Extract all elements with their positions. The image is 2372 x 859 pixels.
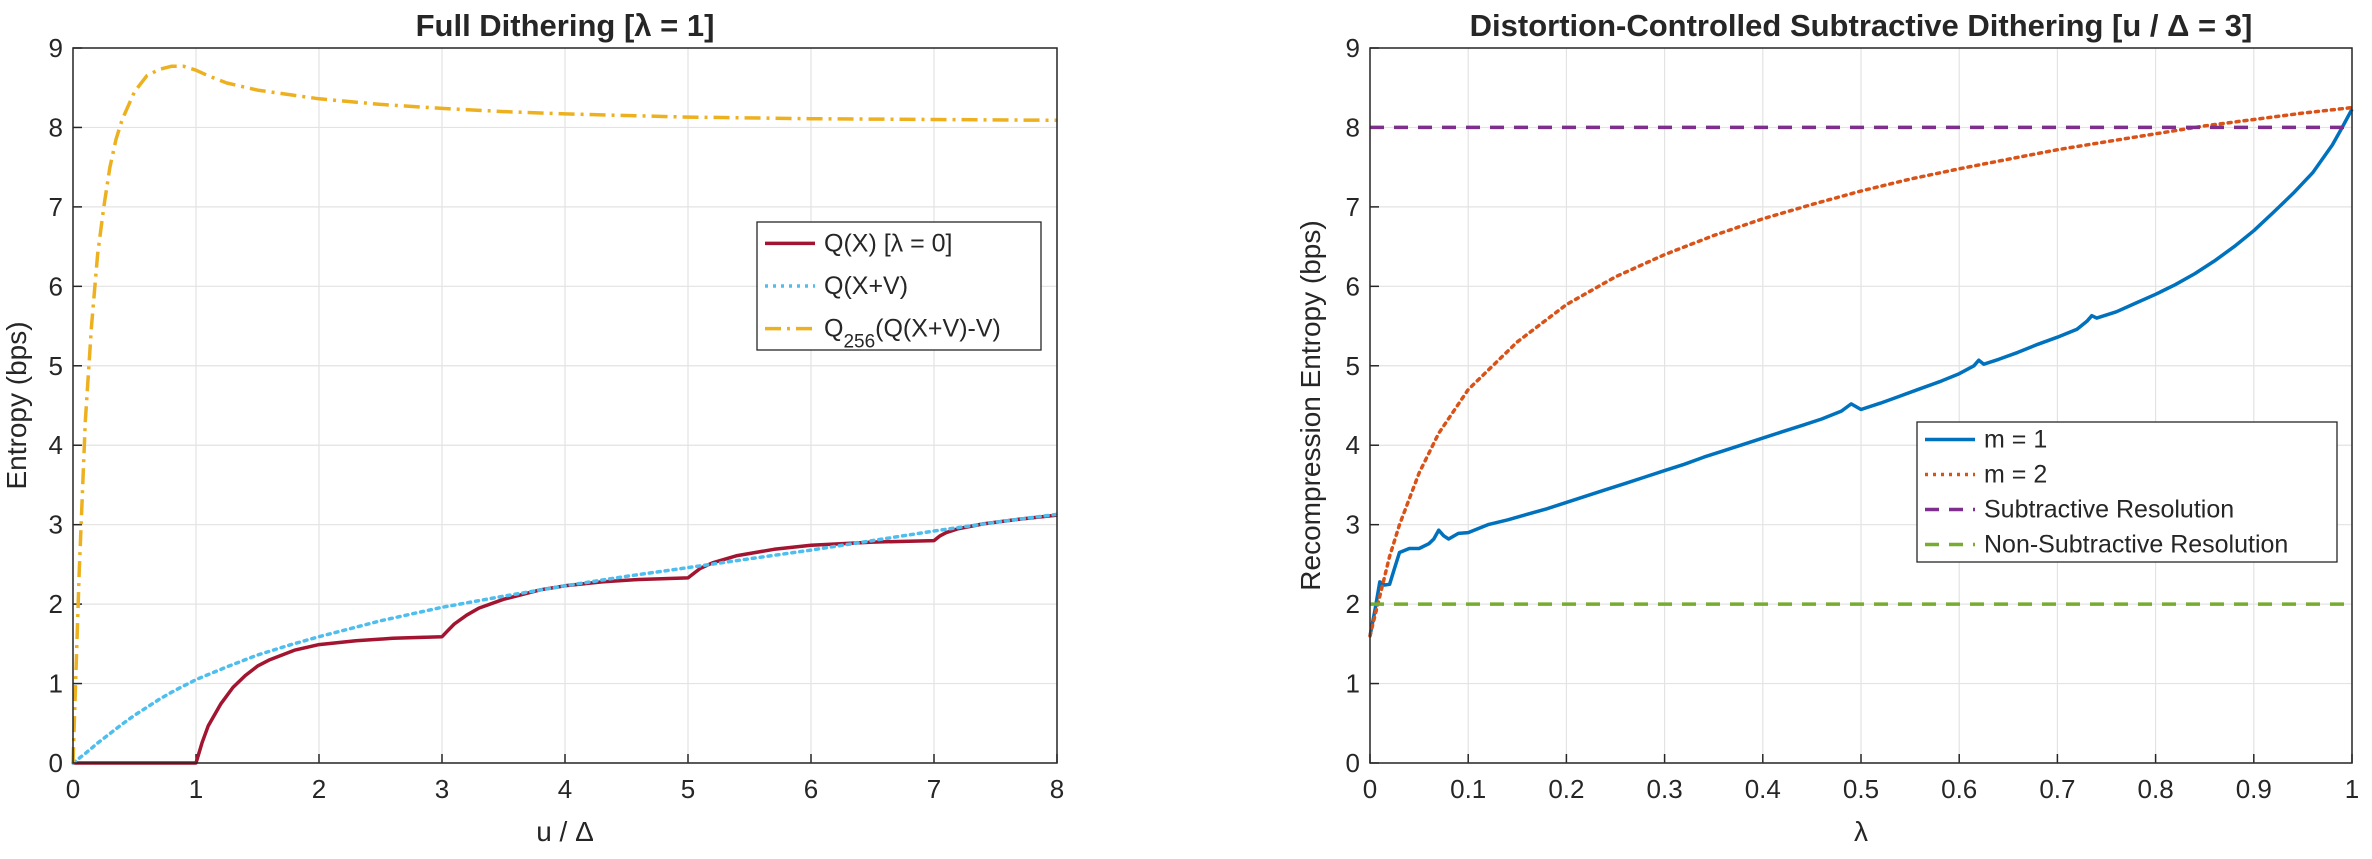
full-dithering-y-tick-label: 2	[49, 589, 63, 619]
subtractive-dithering-y-tick-label: 6	[1346, 271, 1360, 301]
subtractive-dithering-x-tick-label: 1	[2345, 774, 2359, 804]
chart-full-dithering: 0 1 2 3 4 5 6 7 8 0 1 2 3 4 5 6 7 8 9 Full Dithering [λ = 1…	[1, 8, 1064, 847]
subtractive-dithering-legend-box	[1916, 421, 2338, 563]
full-dithering-y-tick-label: 4	[49, 430, 63, 460]
subtractive-dithering-legend: m = 1 m = 2 Subtractive Resolution Non-Subt…	[1916, 421, 2338, 563]
full-dithering-y-axis-label: Entropy (bps)	[1, 321, 32, 489]
full-dithering-legend: Q(X) [λ = 0] Q(X+V) Q256(Q(X+V)-V)	[756, 221, 1042, 353]
subtractive-dithering-axes-box	[1369, 47, 2353, 764]
full-dithering-legend-label-3: Q256(Q(X+V)-V)	[824, 315, 1001, 353]
subtractive-dithering-y-tick-label: 3	[1346, 510, 1360, 540]
full-dithering-y-tick-label: 9	[49, 33, 63, 63]
full-dithering-x-tick-label: 5	[681, 774, 695, 804]
subtractive-dithering-legend-label-2: m = 2	[1984, 461, 2047, 489]
full-dithering-x-tick-label: 3	[435, 774, 449, 804]
full-dithering-y-tick-label: 1	[49, 669, 63, 699]
subtractive-dithering-y-tick-label: 4	[1346, 430, 1360, 460]
subtractive-dithering-series-line-2	[1368, 105, 2354, 638]
subtractive-dithering-y-tick-label: 7	[1346, 192, 1360, 222]
full-dithering-x-axis-label: u / Δ	[536, 816, 594, 847]
subtractive-dithering-x-tick-label: 0.7	[2039, 774, 2075, 804]
subtractive-dithering-x-axis-label: λ	[1854, 816, 1868, 847]
subtractive-dithering-legend-label-1: m = 1	[1984, 426, 2047, 454]
full-dithering-series-line-2	[71, 512, 1059, 765]
subtractive-dithering-y-tick-label: 1	[1346, 669, 1360, 699]
subtractive-dithering-x-tick-label: 0.5	[1843, 774, 1879, 804]
subtractive-dithering-y-tick-label: 9	[1346, 33, 1360, 63]
full-dithering-y-tick-label: 7	[49, 192, 63, 222]
full-dithering-x-tick-label: 1	[189, 774, 203, 804]
full-dithering-x-tick-label: 2	[312, 774, 326, 804]
full-dithering-series-line-1	[73, 513, 1058, 765]
full-dithering-x-tick-label: 0	[66, 774, 80, 804]
full-dithering-x-tick-label: 7	[927, 774, 941, 804]
subtractive-dithering-y-axis-label: Recompression Entropy (bps)	[1295, 220, 1326, 590]
subtractive-dithering-x-tick-label: 0.9	[2236, 774, 2272, 804]
full-dithering-y-tick-label: 8	[49, 112, 63, 142]
subtractive-dithering-legend-label-3: Subtractive Resolution	[1984, 496, 2234, 524]
subtractive-dithering-title: Distortion-Controlled Subtractive Dither…	[1470, 8, 2253, 43]
subtractive-dithering-x-tick-label: 0.2	[1548, 774, 1584, 804]
subtractive-dithering-x-tick-label: 0.8	[2138, 774, 2174, 804]
subtractive-dithering-x-tick-label: 0.1	[1450, 774, 1486, 804]
full-dithering-x-tick-label: 8	[1050, 774, 1064, 804]
chart-distortion-controlled-dithering: 0 0.1 0.2 0.3 0.4 0.5 0.6 0.7 0.8 0.9 1 0 1 2 3 4 5 6 7 8 9 D…	[1295, 8, 2359, 847]
full-dithering-series-line-3	[71, 64, 1058, 764]
subtractive-dithering-y-tick-label: 5	[1346, 351, 1360, 381]
subtractive-dithering-y-tick-label: 0	[1346, 748, 1360, 778]
full-dithering-x-tick-label: 4	[558, 774, 572, 804]
full-dithering-y-tick-label: 5	[49, 351, 63, 381]
subtractive-dithering-legend-label-4: Non-Subtractive Resolution	[1984, 531, 2288, 559]
subtractive-dithering-y-tick-label: 8	[1346, 112, 1360, 142]
full-dithering-y-tick-label: 6	[49, 271, 63, 301]
full-dithering-legend-label-2: Q(X+V)	[824, 272, 908, 300]
full-dithering-legend-label-1: Q(X) [λ = 0]	[824, 229, 953, 257]
subtractive-dithering-x-tick-label: 0.3	[1647, 774, 1683, 804]
subtractive-dithering-y-tick-label: 2	[1346, 589, 1360, 619]
subtractive-dithering-x-tick-label: 0.4	[1745, 774, 1781, 804]
subtractive-dithering-x-tick-label: 0.6	[1941, 774, 1977, 804]
full-dithering-title: Full Dithering [λ = 1]	[416, 8, 715, 43]
full-dithering-y-tick-label: 3	[49, 510, 63, 540]
subtractive-dithering-x-tick-label: 0	[1363, 774, 1377, 804]
full-dithering-x-tick-label: 6	[804, 774, 818, 804]
subtractive-dithering-series-line-1	[1368, 108, 2354, 637]
full-dithering-y-tick-label: 0	[49, 748, 63, 778]
full-dithering-axes-box	[72, 47, 1058, 764]
